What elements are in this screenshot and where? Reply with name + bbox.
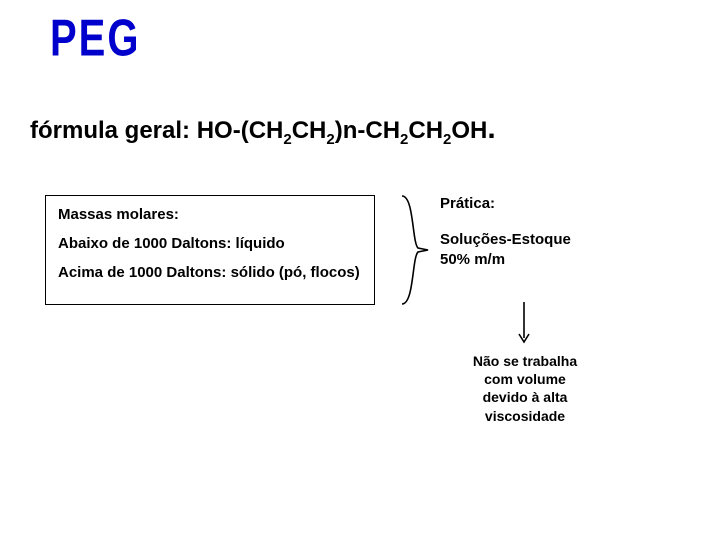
formula-period: . [487, 112, 495, 145]
practice-line-1: Soluções-Estoque [440, 231, 571, 248]
formula-p1: HO-(CH [197, 117, 284, 144]
practice-column: Prática: Soluções-Estoque 50% m/m [440, 195, 640, 269]
formula-p5: OH [451, 117, 487, 144]
mass-line-2: Acima de 1000 Daltons: sólido (pó, floco… [58, 264, 362, 281]
mass-box: Massas molares: Abaixo de 1000 Daltons: … [45, 195, 375, 305]
formula-line: fórmula geral: HO-(CH2CH2)n-CH2CH2OH. [30, 112, 496, 148]
peg-logo: PEG [50, 10, 140, 69]
brace-icon [398, 192, 432, 308]
formula-label: fórmula geral: [30, 117, 197, 144]
formula-s2: 2 [326, 131, 334, 148]
formula-p4: CH [408, 117, 443, 144]
formula-s1: 2 [283, 131, 291, 148]
practice-line-2: 50% m/m [440, 251, 505, 268]
mass-heading: Massas molares: [58, 206, 362, 223]
practice-heading: Prática: [440, 195, 640, 212]
formula-p3: )n-CH [335, 117, 400, 144]
viscosity-note: Não se trabalha com volume devido à alta… [460, 352, 590, 425]
mass-line-1: Abaixo de 1000 Daltons: líquido [58, 235, 362, 252]
down-arrow-icon [518, 300, 530, 346]
formula-p2: CH [292, 117, 327, 144]
